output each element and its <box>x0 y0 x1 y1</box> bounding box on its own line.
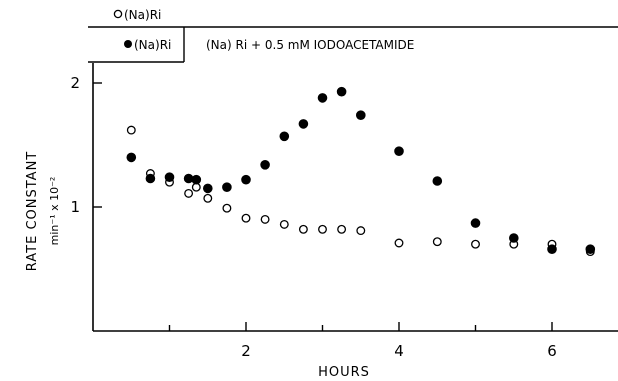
filled-point-14 <box>394 146 404 157</box>
open-point-15 <box>432 237 442 247</box>
open-point-16 <box>471 239 480 249</box>
filled-point-17 <box>508 233 519 243</box>
y-tick-label: 2 <box>70 74 80 92</box>
open-point-10 <box>298 224 308 234</box>
filled-point-8 <box>260 160 270 170</box>
filled-point-1 <box>145 173 156 184</box>
filled-point-9 <box>279 131 290 142</box>
filled-point-2 <box>164 172 175 183</box>
y-tick-label: 1 <box>70 198 80 216</box>
open-point-8 <box>260 214 270 224</box>
filled-point-12 <box>336 86 347 97</box>
open-point-7 <box>241 213 251 223</box>
open-point-5 <box>203 193 213 203</box>
filled-point-13 <box>355 110 366 120</box>
x-axis-title: HOURS <box>318 365 370 380</box>
legend-filled-circle-marker <box>124 40 132 48</box>
legend: (Na)Ri (Na)Ri (Na) Ri + 0.5 mM IODOACETA… <box>88 8 618 63</box>
filled-point-4 <box>191 174 202 185</box>
open-point-4 <box>191 182 201 192</box>
filled-point-6 <box>222 182 232 193</box>
legend-treatment-label: (Na) Ri + 0.5 mM IODOACETAMIDE <box>206 38 414 52</box>
filled-point-11 <box>317 93 328 103</box>
filled-point-5 <box>203 183 213 194</box>
x-tick-label: 2 <box>241 342 251 360</box>
y-axis-units: min⁻¹ x 10⁻² <box>48 177 61 246</box>
filled-point-16 <box>470 218 481 228</box>
open-point-3 <box>184 188 194 198</box>
x-tick-label: 6 <box>547 342 557 360</box>
filled-point-18 <box>547 244 557 255</box>
open-point-0 <box>126 125 136 135</box>
legend-entry-filled-label: (Na)Ri <box>134 38 171 52</box>
open-point-13 <box>356 226 366 236</box>
filled-point-10 <box>298 119 309 129</box>
open-point-14 <box>394 238 404 248</box>
open-point-11 <box>318 224 327 234</box>
filled-point-7 <box>241 174 251 185</box>
legend-entry-open-label: (Na)Ri <box>124 8 161 22</box>
open-point-9 <box>279 219 289 229</box>
y-axis-title: RATE CONSTANT <box>25 151 40 271</box>
legend-open-circle-marker <box>113 9 123 19</box>
filled-point-19 <box>585 244 596 255</box>
open-point-6 <box>222 203 232 213</box>
open-point-12 <box>337 224 347 234</box>
filled-point-15 <box>432 176 443 186</box>
filled-point-0 <box>126 152 137 163</box>
data-points <box>126 86 596 257</box>
x-tick-label: 4 <box>394 342 404 360</box>
axis-tick-labels: 2 4 6 1 2 <box>70 74 556 360</box>
axis-ticks <box>93 82 553 331</box>
